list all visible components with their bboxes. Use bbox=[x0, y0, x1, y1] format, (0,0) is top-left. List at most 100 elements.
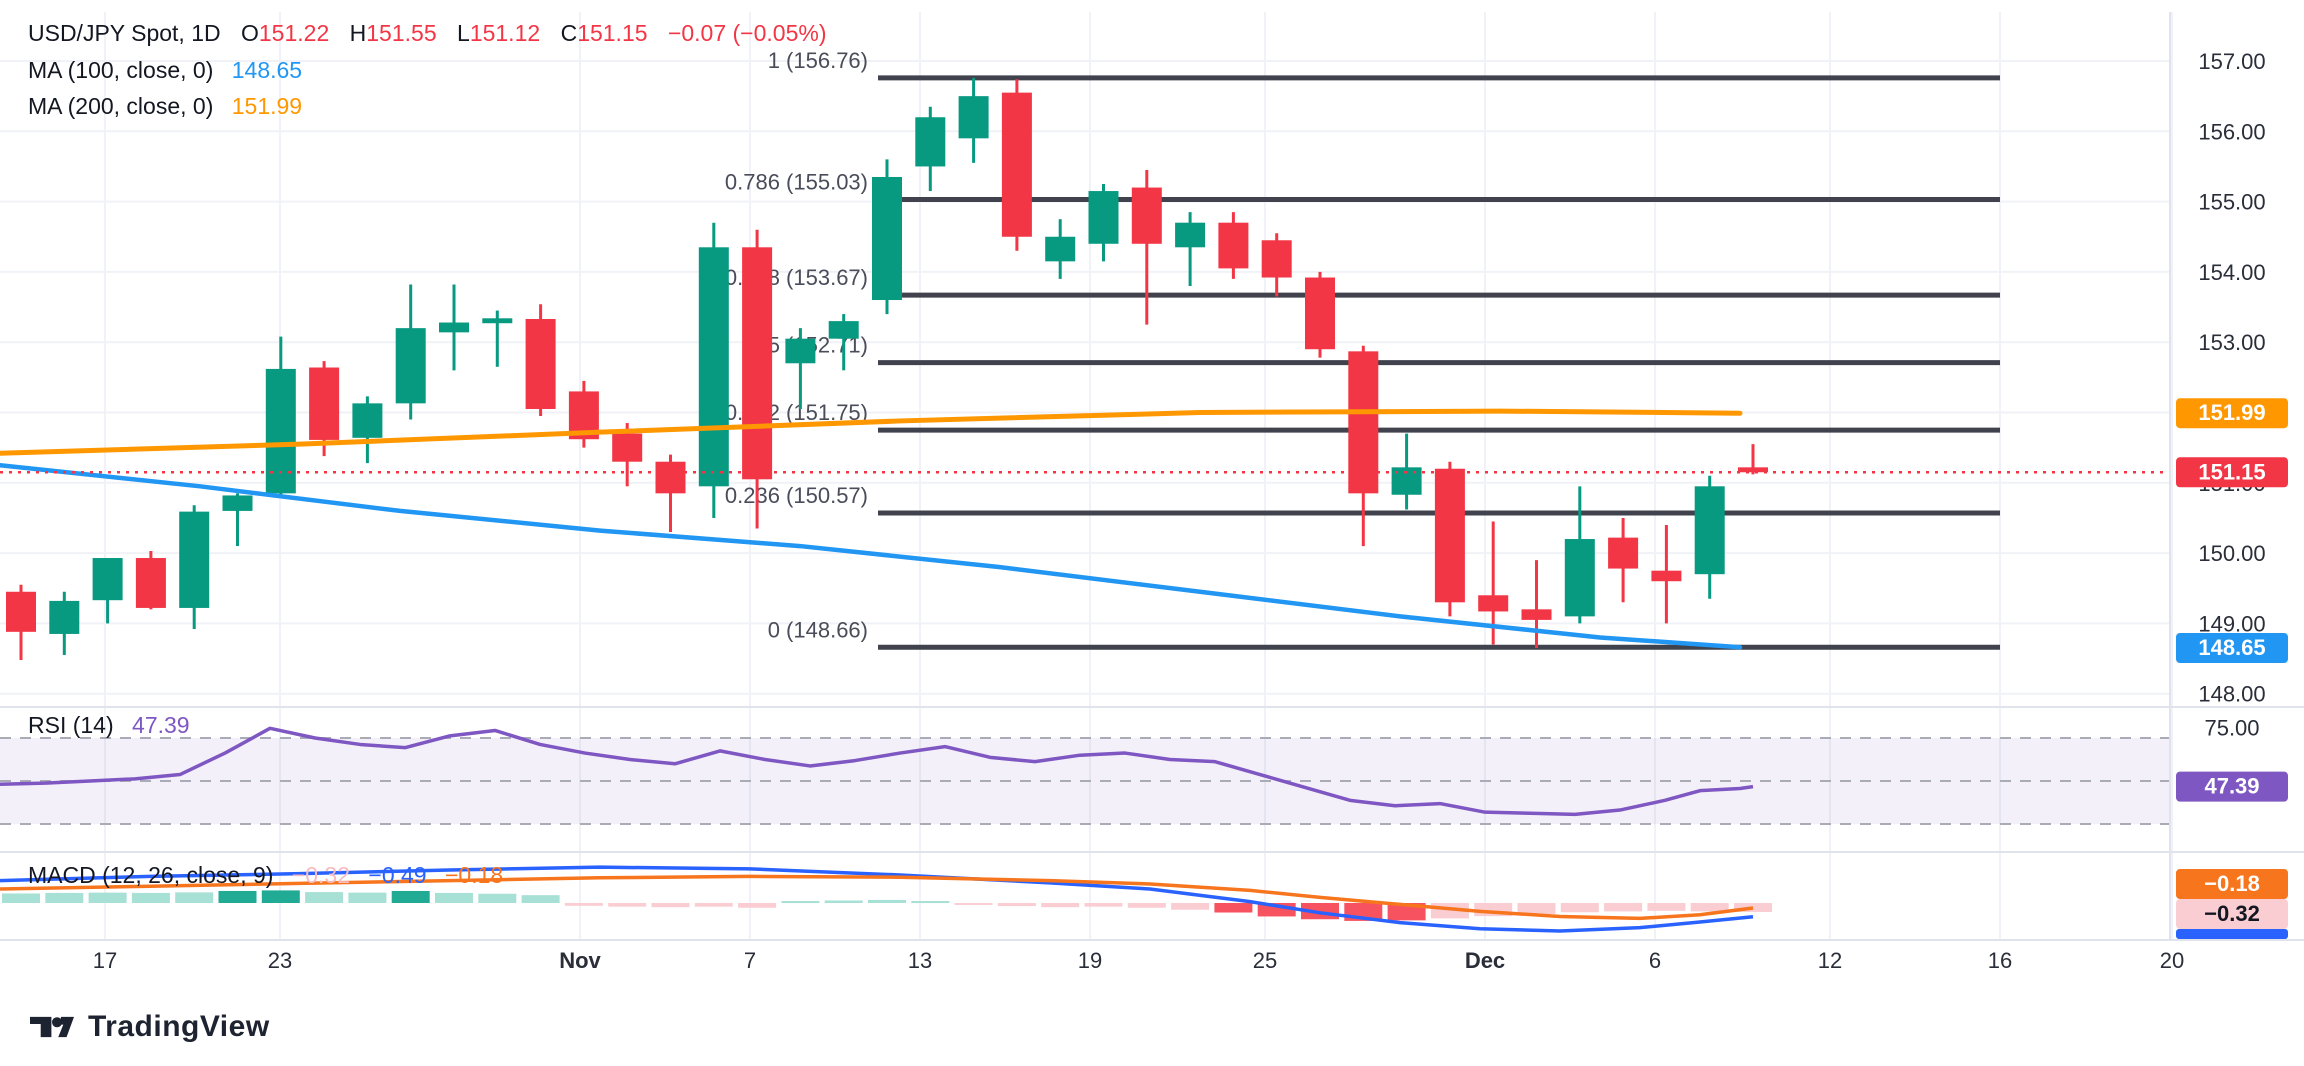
rsi-axis-label: 75.00 bbox=[2204, 715, 2259, 740]
macd-hist-bar bbox=[218, 890, 257, 903]
macd-badge-text: −0.32 bbox=[2204, 901, 2260, 926]
ma200-value: 151.99 bbox=[231, 93, 303, 119]
ma100-legend[interactable]: MA (100, close, 0) 148.65 bbox=[28, 55, 302, 85]
macd-hist-bar bbox=[694, 903, 733, 907]
candle bbox=[1434, 461, 1465, 617]
macd-hist-bar bbox=[88, 892, 127, 903]
candle bbox=[1261, 233, 1292, 297]
macd-hist-bar bbox=[1647, 903, 1686, 911]
ohlc-open: O151.22 bbox=[241, 20, 330, 46]
macd-label: MACD (12, 26, close, 9) bbox=[28, 862, 274, 888]
price-axis-badge-text: 148.65 bbox=[2198, 635, 2265, 660]
candle bbox=[1131, 169, 1162, 325]
price-axis-badge bbox=[2176, 633, 2288, 664]
macd-hist-bar bbox=[608, 903, 647, 907]
time-tick-label: 6 bbox=[1649, 948, 1661, 973]
candle bbox=[1564, 486, 1595, 624]
macd-hist-bar bbox=[391, 890, 430, 903]
ma200-legend[interactable]: MA (200, close, 0) 151.99 bbox=[28, 91, 302, 121]
macd-badge-clipped bbox=[2176, 929, 2288, 939]
candle bbox=[915, 106, 946, 192]
macd-hist-bar bbox=[131, 892, 170, 903]
macd-hist-bar bbox=[781, 901, 820, 904]
ohlc-low: L151.12 bbox=[457, 20, 541, 46]
fib-label: 0 (148.66) bbox=[768, 617, 868, 642]
candle bbox=[525, 304, 556, 417]
rsi-badge bbox=[2176, 771, 2288, 802]
ma100-label: MA (100, close, 0) bbox=[28, 57, 214, 83]
rsi-badge-text: 47.39 bbox=[2204, 774, 2259, 799]
candle bbox=[1521, 560, 1552, 649]
price-change: −0.07 (−0.05%) bbox=[667, 20, 827, 46]
price-tick-label: 150.00 bbox=[2198, 541, 2265, 566]
time-tick-label: 23 bbox=[268, 948, 292, 973]
macd-hist-bar bbox=[954, 903, 993, 905]
rsi-line bbox=[0, 726, 1754, 817]
macd-legend[interactable]: MACD (12, 26, close, 9) −0.32 −0.49 −0.1… bbox=[28, 860, 503, 890]
candle bbox=[6, 584, 36, 660]
tradingview-branding[interactable]: TradingView bbox=[30, 1010, 270, 1044]
macd-hist-bar bbox=[305, 892, 344, 903]
price-axis-badge bbox=[2176, 457, 2288, 488]
candle bbox=[655, 454, 686, 533]
time-tick-label: 13 bbox=[908, 948, 932, 973]
chart-canvas[interactable]: 1 (156.76)0.786 (155.03)0.618 (153.67)0.… bbox=[0, 0, 2304, 1000]
price-axis-badge-text: 151.99 bbox=[2198, 400, 2265, 425]
candle bbox=[1218, 212, 1249, 279]
symbol-legend[interactable]: USD/JPY Spot, 1D O151.22 H151.55 L151.12… bbox=[28, 18, 827, 48]
price-tick-label: 156.00 bbox=[2198, 119, 2265, 144]
macd-hist-bar bbox=[824, 900, 863, 903]
macd-hist-bar bbox=[911, 901, 950, 904]
time-tick-label: 12 bbox=[1818, 948, 1842, 973]
macd-signal-line bbox=[0, 874, 1754, 921]
price-axis[interactable]: 157.00156.00155.00154.00153.00152.00151.… bbox=[2176, 49, 2288, 939]
macd-hist-bar bbox=[738, 903, 777, 908]
candle bbox=[1651, 524, 1682, 624]
time-tick-label: 19 bbox=[1078, 948, 1102, 973]
macd-hist-bar bbox=[2, 893, 40, 903]
candle bbox=[1694, 475, 1725, 599]
candle bbox=[1001, 79, 1032, 251]
ohlc-high: H151.55 bbox=[349, 20, 437, 46]
fib-label: 0.236 (150.57) bbox=[725, 483, 868, 508]
candle bbox=[742, 229, 773, 529]
time-tick-label: Nov bbox=[559, 948, 601, 973]
candle bbox=[1608, 517, 1639, 603]
candle bbox=[568, 380, 599, 448]
macd-line bbox=[0, 865, 1754, 933]
macd-hist-bar bbox=[1734, 903, 1772, 912]
macd-line-value: −0.49 bbox=[368, 862, 427, 888]
macd-hist-bar bbox=[1214, 903, 1253, 913]
macd-hist-bar bbox=[564, 903, 603, 906]
macd-hist-bar bbox=[1127, 903, 1166, 908]
candle bbox=[395, 284, 426, 420]
time-tick-label: Dec bbox=[1465, 948, 1505, 973]
price-tick-label: 154.00 bbox=[2198, 260, 2265, 285]
macd-badge bbox=[2176, 899, 2288, 929]
time-axis[interactable]: 17 23 Nov 7 13 19 25 Dec 6 12 16 20 bbox=[93, 948, 2184, 973]
price-tick-label: 155.00 bbox=[2198, 190, 2265, 215]
symbol-title: USD/JPY Spot, 1D bbox=[28, 20, 221, 46]
price-tick-label: 153.00 bbox=[2198, 330, 2265, 355]
gridlines bbox=[0, 12, 2173, 940]
candle bbox=[785, 328, 816, 409]
candle bbox=[698, 222, 729, 518]
rsi-value: 47.39 bbox=[132, 712, 190, 738]
ma200-label: MA (200, close, 0) bbox=[28, 93, 214, 119]
macd-histogram bbox=[2, 890, 1772, 921]
price-axis-badge bbox=[2176, 398, 2288, 429]
macd-hist-value: −0.32 bbox=[291, 862, 351, 888]
macd-hist-bar bbox=[45, 892, 84, 903]
candle bbox=[482, 310, 513, 367]
macd-badge-text: −0.18 bbox=[2204, 871, 2260, 896]
macd-hist-bar bbox=[478, 893, 517, 903]
macd-hist-bar bbox=[1517, 903, 1556, 914]
candle bbox=[222, 493, 253, 547]
rsi-legend[interactable]: RSI (14) 47.39 bbox=[28, 710, 190, 740]
rsi-label: RSI (14) bbox=[28, 712, 114, 738]
ohlc-close: C151.15 bbox=[560, 20, 648, 46]
macd-hist-bar bbox=[997, 903, 1036, 907]
time-tick-label: 25 bbox=[1253, 948, 1277, 973]
candle bbox=[352, 396, 383, 464]
